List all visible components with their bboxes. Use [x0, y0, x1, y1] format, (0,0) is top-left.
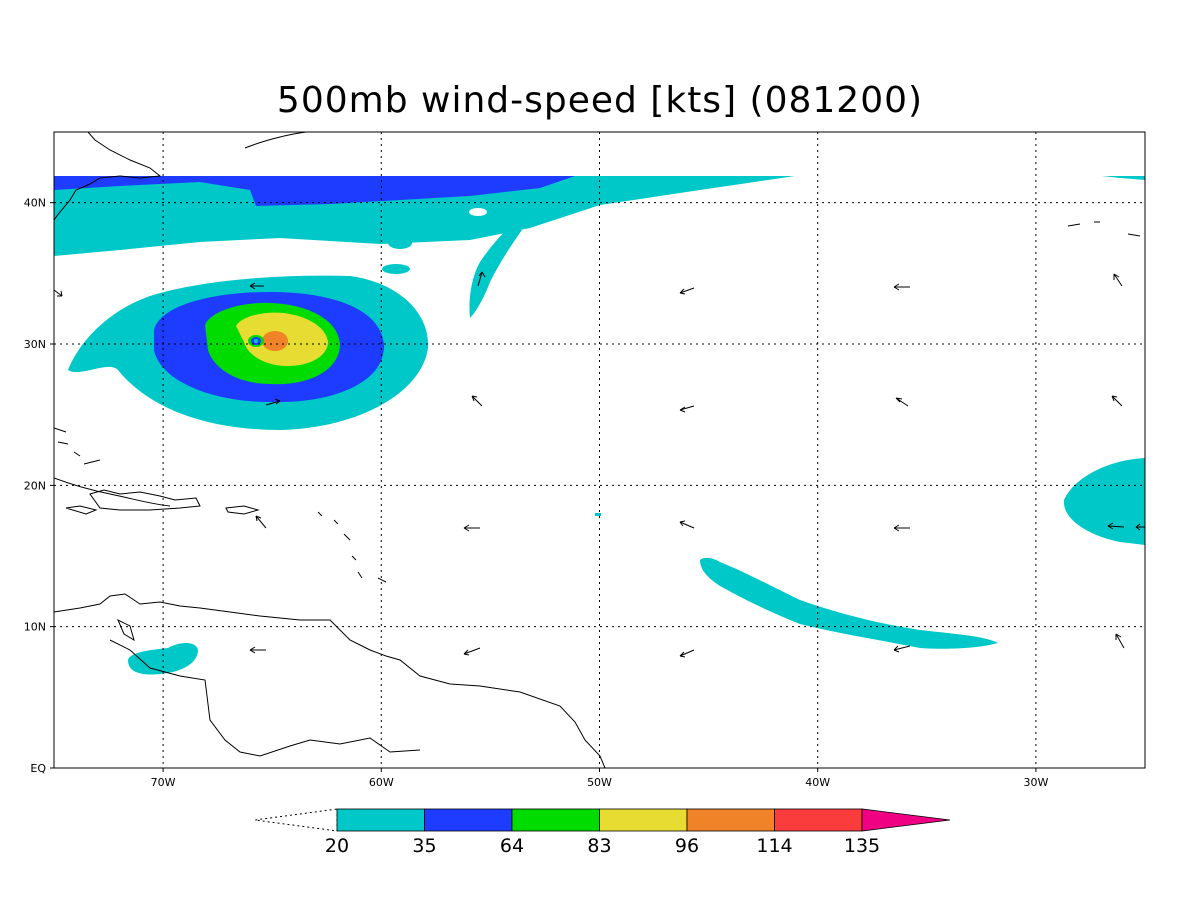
wind-speed-contours [54, 176, 1145, 675]
contour-20-jet [54, 176, 795, 256]
wind-vector [463, 647, 481, 656]
lon-label: 50W [587, 776, 612, 789]
colorbar-label: 83 [587, 835, 611, 857]
lon-label: 60W [369, 776, 394, 789]
wind-vector [1111, 395, 1123, 407]
lat-label: 40N [24, 197, 46, 210]
colorbar-segment [599, 808, 688, 832]
contour-20-east-blob [1063, 458, 1145, 545]
colorbar-label: 96 [675, 835, 699, 857]
contour-20-sw-blob [128, 643, 198, 675]
coastline-interior [109, 639, 421, 757]
wind-vector [893, 645, 911, 653]
contour-20-blob-hole [469, 208, 487, 216]
wind-vector [679, 520, 695, 529]
contour-35-jet [54, 176, 575, 206]
coastline-puerto-rico [225, 505, 260, 515]
wind-vector [893, 524, 910, 532]
coastline-south-america [54, 593, 606, 768]
coastline-north-america [54, 132, 162, 221]
coastline-antilles [317, 511, 387, 583]
wind-vector [679, 287, 695, 295]
contour-20-fragment [1102, 176, 1145, 180]
colorbar-low-triangle [254, 808, 338, 832]
lat-label: EQ [30, 762, 46, 775]
lon-label: 40W [805, 776, 830, 789]
contour-20-streak [469, 226, 522, 318]
colorbar-segment [686, 808, 775, 832]
coastline-nova-scotia [244, 132, 307, 149]
wind-vector [1113, 273, 1123, 287]
wind-vector [477, 271, 486, 287]
lat-label: 10N [24, 621, 46, 634]
colorbar: 20 35 64 83 96 114 135 [254, 808, 951, 857]
coastline-cuba [54, 477, 171, 507]
wind-vector [895, 397, 909, 407]
graticule [54, 132, 1145, 768]
lat-label: 20N [24, 479, 46, 492]
wind-vector [255, 515, 267, 529]
wind-vector [679, 405, 695, 413]
wind-vector [249, 646, 266, 654]
map-title: 500mb wind-speed [kts] (081200) [276, 80, 924, 121]
colorbar-label: 35 [412, 835, 436, 857]
contour-96-core [262, 331, 288, 351]
contour-20-blob [382, 264, 410, 274]
wind-vector [679, 649, 695, 658]
contour-20-speck [595, 513, 601, 516]
wind-vectors [53, 271, 1145, 658]
colorbar-segment [336, 808, 425, 832]
contour-20-blob [388, 237, 412, 249]
wind-vector [53, 289, 63, 297]
wind-vector [893, 283, 910, 291]
lat-label: 30N [24, 338, 46, 351]
wind-vector [249, 282, 264, 290]
colorbar-label: 20 [325, 835, 349, 857]
latitude-labels: 40N 30N 20N 10N EQ [24, 197, 54, 775]
colorbar-label: 114 [756, 835, 792, 857]
colorbar-segment [511, 808, 600, 832]
colorbar-segment [424, 808, 513, 832]
colorbar-label: 64 [500, 835, 524, 857]
coastline-jamaica [65, 505, 98, 515]
coastline-lake [117, 618, 135, 642]
lon-label: 70W [151, 776, 176, 789]
coastline-hispaniola [89, 489, 201, 511]
contour-20-south-band [700, 557, 998, 649]
lon-label: 30W [1023, 776, 1048, 789]
wind-vector [1107, 522, 1125, 530]
colorbar-label: 135 [844, 835, 880, 857]
wind-vector [1115, 633, 1125, 649]
coastline-azores [1067, 221, 1141, 237]
wind-vector [463, 524, 480, 532]
wind-vector [265, 398, 281, 406]
wind-vector [471, 395, 483, 407]
colorbar-high-triangle [861, 808, 951, 832]
contour-20-eye [254, 339, 258, 343]
wind-vector [1135, 523, 1145, 531]
longitude-labels: 70W 60W 50W 40W 30W [151, 768, 1048, 789]
colorbar-segment [774, 808, 863, 832]
coastline-bahamas [54, 427, 101, 465]
coastlines [54, 132, 1141, 768]
